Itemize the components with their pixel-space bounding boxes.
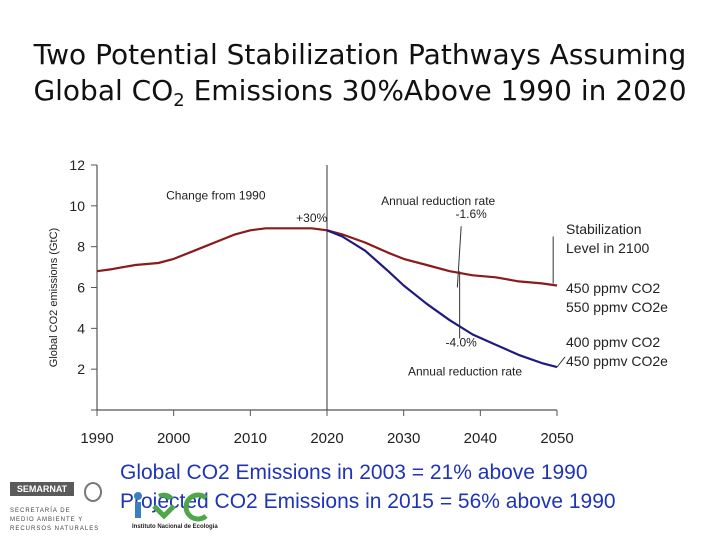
title-suffix: Emissions 30%Above 1990 in 2020 xyxy=(184,74,687,107)
pointer-line-lower-end xyxy=(556,356,566,368)
x-tick-label-4: 2030 xyxy=(387,430,420,447)
x-tick-label-5: 2040 xyxy=(464,430,497,447)
semarnat-sub-1: SECRETARÍA DE xyxy=(10,508,71,514)
chart-title-line1: Two Potential Stabilization Pathways Ass… xyxy=(33,38,687,71)
semarnat-sub-2: MEDIO AMBIENTE Y xyxy=(10,517,84,523)
x-tick-label-0: 1990 xyxy=(80,430,113,447)
semarnat-sub-3: RECURSOS NATURALES xyxy=(10,526,100,532)
label-block-0-line-0: Stabilization xyxy=(566,221,642,237)
x-tick-label-1: 2000 xyxy=(157,430,190,447)
annotation-0: Change from 1990 xyxy=(166,189,266,203)
label-block-2-line-0: 400 ppmv CO2 xyxy=(566,334,660,350)
annotation-4: -4.0% xyxy=(445,336,477,350)
x-tick-label-2: 2010 xyxy=(234,430,267,447)
mexico-seal-icon xyxy=(84,482,102,502)
footer-line2: Projected CO2 Emissions in 2015 = 56% ab… xyxy=(120,490,616,513)
y-tick-label-2: 6 xyxy=(77,280,85,296)
y-axis-label: Global CO2 emissions (GtC) xyxy=(48,228,60,367)
annotation-1: +30% xyxy=(296,211,327,225)
label-block-1-line-0: 450 ppmv CO2 xyxy=(566,280,660,296)
series-line-1 xyxy=(326,229,558,369)
ine-logo: Instituto Nacional de Ecología xyxy=(120,488,220,536)
ine-logo-mark-icon xyxy=(134,492,208,522)
semarnat-wordmark: SEMARNAT xyxy=(10,482,74,496)
x-tick-label-6: 2050 xyxy=(540,430,573,447)
y-tick-label-1: 4 xyxy=(77,320,85,336)
footer-line1: Global CO2 Emissions in 2003 = 21% above… xyxy=(120,461,588,484)
x-tick-label-3: 2020 xyxy=(310,430,343,447)
y-tick-label-5: 12 xyxy=(69,157,85,173)
y-tick-label-3: 8 xyxy=(77,239,85,255)
chart-title-line2: Global CO2 Emissions 30%Above 1990 in 20… xyxy=(0,74,720,111)
annotation-3: -1.6% xyxy=(455,207,487,221)
label-block-2-line-1: 450 ppmv CO2e xyxy=(566,353,668,369)
semarnat-logo: SEMARNAT SECRETARÍA DE MEDIO AMBIENTE Y … xyxy=(10,482,108,538)
label-block-1-line-1: 550 ppmv CO2e xyxy=(566,299,668,315)
pointer-line-0 xyxy=(456,226,462,288)
y-tick-label-4: 10 xyxy=(69,198,85,214)
annotation-2: Annual reduction rate xyxy=(381,194,495,208)
label-block-0-line-1: Level in 2100 xyxy=(566,240,650,256)
annotation-5: Annual reduction rate xyxy=(408,364,522,378)
series-line-0 xyxy=(96,227,558,287)
ine-name: Instituto Nacional de Ecología xyxy=(132,524,218,530)
title-prefix: Global CO xyxy=(33,74,174,107)
y-tick-label-0: 2 xyxy=(77,361,85,377)
title-subscript: 2 xyxy=(173,90,185,111)
